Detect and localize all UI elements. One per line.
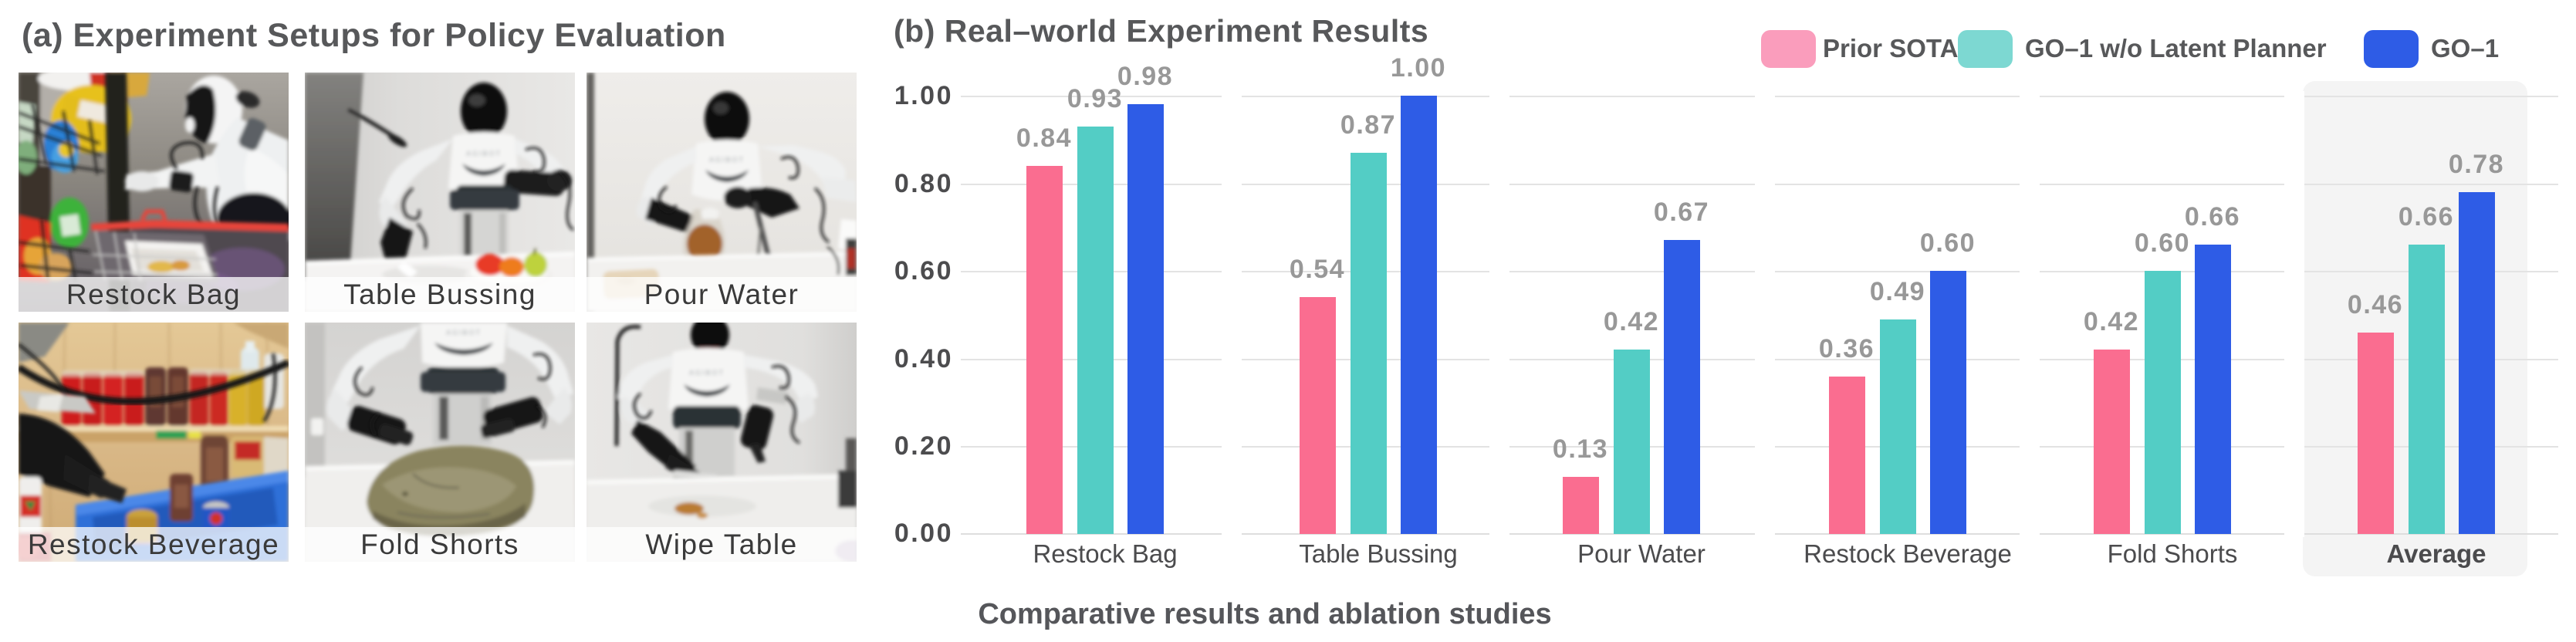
svg-text:AGIBOT: AGIBOT [689,369,725,377]
svg-text:AGIBOT: AGIBOT [709,156,745,164]
svg-text:AGIBOT: AGIBOT [466,150,502,157]
svg-text:AGIBOT: AGIBOT [446,329,482,336]
